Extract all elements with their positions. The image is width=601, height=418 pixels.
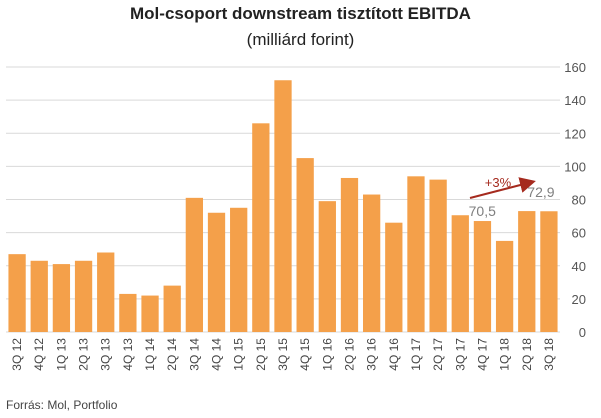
bar [74,260,93,332]
bar [52,264,71,332]
y-tick-label: 120 [564,126,586,141]
bar [340,177,359,332]
x-tick-label: 4Q 16 [387,338,401,371]
x-tick-label: 1Q 15 [232,338,246,371]
source-note: Forrás: Mol, Portfolio [6,398,118,412]
y-tick-label: 40 [572,259,586,274]
bar [141,295,159,332]
bar [296,158,314,332]
x-tick-label: 2Q 18 [520,338,534,371]
x-tick-label: 4Q 17 [475,338,489,371]
x-tick-label: 2Q 16 [342,338,356,371]
bar [30,260,48,332]
x-axis-ticks: 3Q 12 4Q 12 1Q 13 2Q 13 3Q 13 4Q 13 1Q 14 2Q 14… [10,338,556,371]
y-axis-ticks: 0 20 40 60 80 100 120 140 160 [564,60,586,340]
x-tick-label: 3Q 14 [187,338,201,371]
bar [274,80,292,332]
chart-subtitle: (milliárd forint) [246,30,355,49]
bar [230,207,248,332]
x-tick-label: 3Q 18 [542,338,556,371]
bar [119,293,137,332]
bar [318,201,336,332]
change-arrow [469,177,536,199]
bar [495,240,514,332]
x-tick-label: 3Q 15 [276,338,290,371]
bar [518,211,536,332]
bar [163,285,181,332]
x-tick-label: 4Q 13 [121,338,135,371]
x-tick-label: 3Q 17 [453,338,467,371]
y-tick-label: 20 [572,292,586,307]
y-tick-label: 160 [564,60,586,75]
y-tick-label: 140 [564,93,586,108]
bar [362,194,381,332]
data-label-a: 70,5 [469,203,496,219]
x-tick-label: 3Q 13 [99,338,113,371]
change-label: +3% [485,175,512,190]
x-tick-label: 4Q 12 [32,338,46,371]
annotations: 70,5 72,9 +3% [469,175,555,219]
x-tick-label: 2Q 14 [165,338,179,371]
x-tick-label: 3Q 16 [365,338,379,371]
x-tick-label: 2Q 15 [254,338,268,371]
bar [473,221,492,332]
bar [185,197,204,332]
x-tick-label: 1Q 13 [54,338,68,371]
bar [8,254,26,332]
x-tick-label: 2Q 17 [431,338,445,371]
y-tick-label: 0 [579,325,586,340]
bar [252,123,270,332]
chart-title: Mol-csoport downstream tisztított EBITDA [130,4,471,23]
x-tick-label: 1Q 17 [409,338,423,371]
bar [207,212,226,332]
x-tick-label: 2Q 13 [77,338,91,371]
x-tick-label: 1Q 14 [143,338,157,371]
x-tick-label: 1Q 16 [320,338,334,371]
bar [407,176,425,332]
y-tick-label: 60 [572,226,586,241]
bar [97,252,115,332]
bar [540,211,558,332]
bar [451,215,469,332]
x-tick-label: 4Q 15 [298,338,312,371]
bar [385,222,403,332]
x-tick-label: 1Q 18 [498,338,512,371]
bar [429,179,447,332]
data-label-b: 72,9 [527,184,554,200]
y-tick-label: 100 [564,159,586,174]
x-tick-label: 3Q 12 [10,338,24,371]
x-tick-label: 4Q 14 [210,338,224,371]
bars [8,80,558,332]
y-tick-label: 80 [572,193,586,208]
